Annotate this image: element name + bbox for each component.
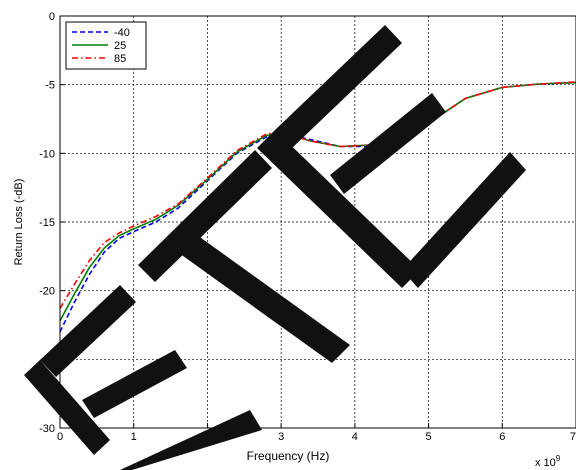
watermark-e-stroke-1 xyxy=(40,285,136,377)
legend-label-1: -40 xyxy=(114,27,130,39)
y-axis-label: Return Loss (-dB) xyxy=(13,179,25,266)
watermark-e-stroke-3 xyxy=(82,350,187,418)
y-tick-label: -10 xyxy=(39,148,55,160)
x-axis-exponent-base: x 10 xyxy=(535,457,556,469)
watermark-f-stroke-4 xyxy=(402,152,526,288)
x-axis-label: Frequency (Hz) xyxy=(247,449,330,463)
x-tick-label: 0 xyxy=(57,431,63,443)
series-line-3 xyxy=(59,81,576,309)
x-tick-label: 4 xyxy=(352,431,358,443)
watermark-f-stroke-3 xyxy=(330,93,446,194)
legend-label-2: 25 xyxy=(114,40,126,52)
x-tick-label: 7 xyxy=(570,431,576,443)
x-tick-label: 6 xyxy=(499,431,505,443)
y-tick-label: -15 xyxy=(39,217,55,229)
watermark-f-stroke-2 xyxy=(257,130,420,288)
x-tick-label: 3 xyxy=(278,431,284,443)
series-layer xyxy=(59,81,576,333)
watermark-e-stroke-2 xyxy=(24,360,110,455)
legend-label-3: 85 xyxy=(114,53,126,65)
x-tick-label: 5 xyxy=(426,431,432,443)
x-axis-exponent: x 109 xyxy=(535,454,561,469)
x-axis-exponent-power: 9 xyxy=(556,454,561,463)
watermark-f-stroke-1 xyxy=(275,25,402,148)
watermark-e-stroke-4 xyxy=(120,410,262,470)
x-tick-label: 1 xyxy=(131,431,137,443)
y-tick-label: -30 xyxy=(39,423,55,435)
watermark-t-bar xyxy=(138,150,272,282)
y-tick-label: -20 xyxy=(39,286,55,298)
watermark-etf xyxy=(24,25,526,470)
watermark-t-stem xyxy=(172,230,350,363)
y-tick-label: -5 xyxy=(45,80,55,92)
y-tick-label: 0 xyxy=(49,11,55,23)
